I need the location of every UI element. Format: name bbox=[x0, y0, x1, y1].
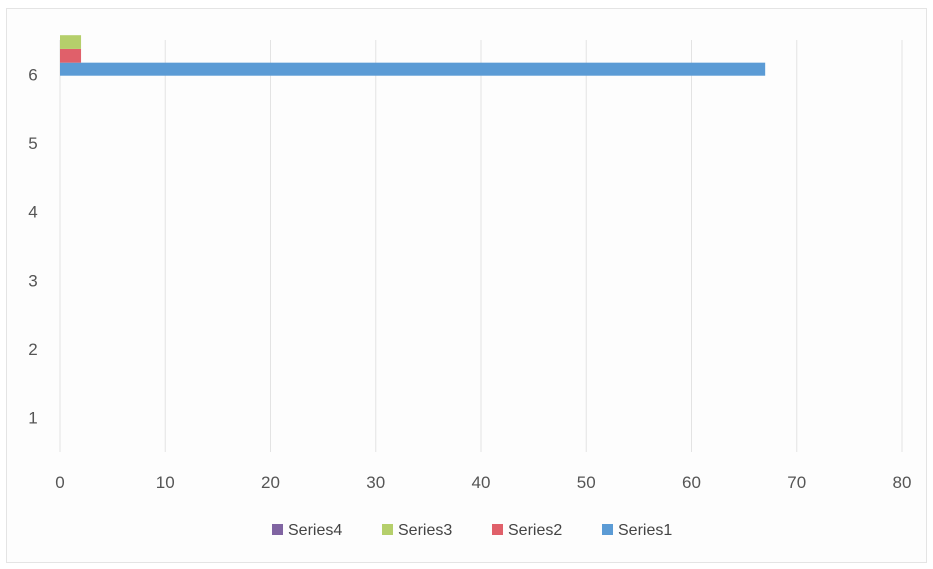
legend-label-series1: Series1 bbox=[618, 522, 672, 539]
x-tick-label: 60 bbox=[682, 473, 701, 492]
y-tick-label: 2 bbox=[28, 340, 37, 359]
legend-label-series2: Series2 bbox=[508, 522, 562, 539]
legend-swatch-series2 bbox=[492, 524, 503, 535]
legend-label-series3: Series3 bbox=[398, 522, 452, 539]
x-tick-label: 30 bbox=[366, 473, 385, 492]
legend-swatch-series3 bbox=[382, 524, 393, 535]
x-tick-label: 20 bbox=[261, 473, 280, 492]
x-tick-label: 10 bbox=[156, 473, 175, 492]
y-tick-label: 6 bbox=[28, 65, 37, 84]
y-tick-label: 1 bbox=[28, 409, 37, 428]
x-axis-ticks: 0 10 20 30 40 50 60 70 80 bbox=[55, 473, 911, 492]
legend: Series4 Series3 Series2 Series1 bbox=[272, 522, 672, 539]
legend-swatch-series4 bbox=[272, 524, 283, 535]
gridlines bbox=[59, 40, 903, 452]
bar-series3 bbox=[60, 35, 82, 49]
x-tick-label: 70 bbox=[787, 473, 806, 492]
x-tick-label: 40 bbox=[472, 473, 491, 492]
legend-label-series4: Series4 bbox=[288, 522, 342, 539]
legend-swatch-series1 bbox=[602, 524, 613, 535]
y-tick-label: 3 bbox=[28, 271, 37, 290]
x-tick-label: 50 bbox=[577, 473, 596, 492]
y-tick-label: 5 bbox=[28, 134, 37, 153]
x-tick-label: 0 bbox=[55, 473, 64, 492]
y-tick-label: 4 bbox=[28, 203, 37, 222]
bar-series1 bbox=[60, 62, 766, 76]
x-tick-label: 80 bbox=[893, 473, 912, 492]
y-axis-ticks: 1 2 3 4 5 6 bbox=[28, 65, 37, 427]
bars bbox=[60, 35, 766, 76]
chart-area bbox=[6, 8, 927, 563]
bar-series2 bbox=[60, 48, 82, 63]
